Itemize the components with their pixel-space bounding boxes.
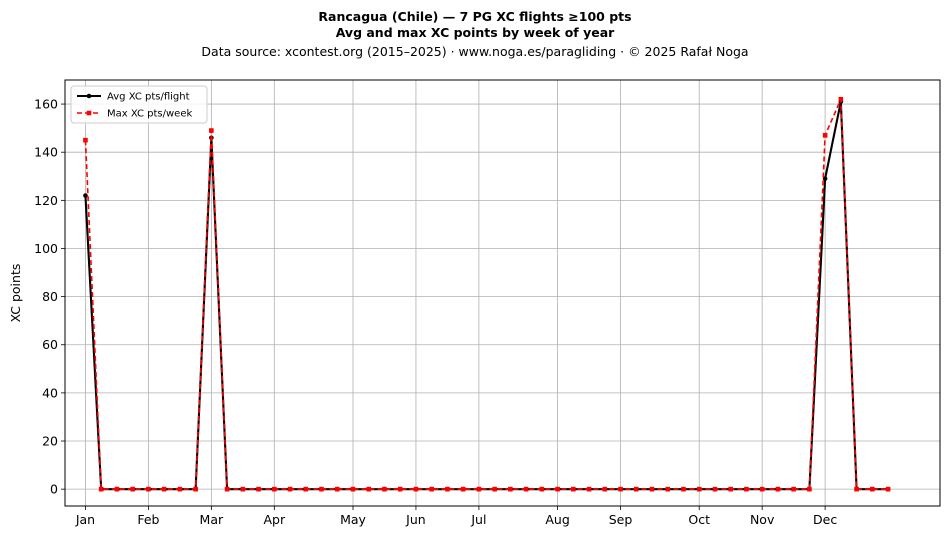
data-point	[240, 486, 246, 492]
data-point	[303, 486, 309, 492]
x-tick-label: Jul	[470, 512, 486, 527]
data-point	[130, 486, 135, 492]
data-point	[177, 486, 183, 492]
y-tick-label: 40	[42, 385, 58, 400]
data-point	[665, 486, 671, 492]
x-tick-label: Apr	[263, 512, 285, 527]
series-avg	[83, 99, 891, 492]
data-point	[633, 486, 639, 492]
series-line	[84, 98, 889, 490]
plot-frame	[64, 79, 941, 507]
data-point	[413, 486, 419, 492]
data-point	[539, 486, 545, 492]
data-point	[571, 486, 576, 492]
data-point	[807, 486, 812, 492]
legend-frame	[70, 85, 208, 124]
data-point	[445, 486, 450, 492]
data-point	[476, 486, 482, 492]
legend-label: Avg XC pts/flight	[107, 92, 190, 103]
data-point	[319, 486, 324, 492]
data-point	[728, 486, 733, 492]
data-point	[382, 486, 387, 492]
series-layer	[83, 96, 891, 492]
y-tick-label: 100	[34, 241, 58, 256]
data-point	[602, 486, 608, 492]
y-tick-label: 60	[42, 337, 58, 352]
data-point	[397, 486, 403, 492]
data-point	[759, 486, 765, 492]
data-point	[854, 486, 859, 492]
data-point	[350, 486, 356, 492]
data-point	[791, 486, 796, 492]
grid	[65, 80, 940, 506]
data-point	[287, 486, 293, 492]
data-point	[366, 486, 372, 492]
data-point	[822, 176, 828, 181]
y-tick-label: 20	[42, 434, 58, 449]
series-max	[83, 96, 891, 492]
data-point	[83, 193, 88, 198]
legend: Avg XC pts/flight Max XC pts/week	[70, 85, 208, 124]
x-tick-label: May	[340, 512, 366, 527]
data-point	[429, 486, 434, 492]
legend-label: Max XC pts/week	[107, 109, 192, 120]
legend-marker	[86, 110, 92, 116]
data-point	[712, 486, 718, 492]
data-point	[681, 486, 686, 492]
data-point	[885, 486, 891, 492]
y-tick-label: 80	[42, 289, 58, 304]
x-tick-label: Dec	[813, 512, 837, 527]
y-tick-label: 140	[34, 145, 58, 160]
data-point	[744, 486, 749, 492]
data-point	[193, 486, 198, 492]
x-tick-label: Mar	[200, 512, 224, 527]
data-point	[146, 486, 151, 492]
y-axis-label: XC points	[8, 264, 23, 323]
data-point	[460, 486, 466, 492]
data-point	[775, 486, 781, 492]
x-tick-label: Oct	[688, 512, 710, 527]
data-point	[870, 486, 875, 492]
data-point	[838, 96, 844, 102]
chart-title-line2: Avg and max XC points by week of year	[336, 25, 615, 40]
y-tick-label: 0	[50, 482, 58, 497]
data-point	[492, 486, 497, 492]
data-point	[555, 486, 560, 492]
chart-title-line1: Rancagua (Chile) — 7 PG XC flights ≥100 …	[318, 9, 631, 24]
x-tick-label: Nov	[750, 512, 775, 527]
axis-ticks: 0 20 40 60 80 100 120 140 160 Jan Feb Mar Apr May Jun J…	[34, 97, 837, 527]
x-tick-label: Sep	[609, 512, 633, 527]
x-tick-label: Jan	[75, 512, 95, 527]
data-point	[161, 486, 167, 492]
data-point	[523, 486, 529, 492]
data-point	[649, 486, 655, 492]
x-tick-label: Aug	[545, 512, 569, 527]
data-point	[696, 486, 702, 492]
y-tick-label: 120	[34, 193, 58, 208]
legend-marker	[86, 93, 92, 99]
data-point	[618, 486, 623, 492]
data-point	[83, 137, 88, 143]
data-point	[272, 486, 277, 492]
data-point	[98, 486, 104, 492]
data-point	[508, 486, 513, 492]
data-point	[114, 486, 120, 492]
data-point	[224, 486, 230, 492]
data-point	[334, 486, 340, 492]
data-point	[586, 486, 592, 492]
data-point	[822, 133, 828, 138]
data-point	[256, 486, 261, 492]
x-tick-label: Jun	[405, 512, 426, 527]
series-line	[84, 100, 889, 491]
data-point	[209, 128, 214, 133]
chart-subtitle: Data source: xcontest.org (2015–2025) · …	[201, 44, 748, 59]
y-tick-label: 160	[34, 97, 58, 112]
x-tick-label: Feb	[137, 512, 159, 527]
